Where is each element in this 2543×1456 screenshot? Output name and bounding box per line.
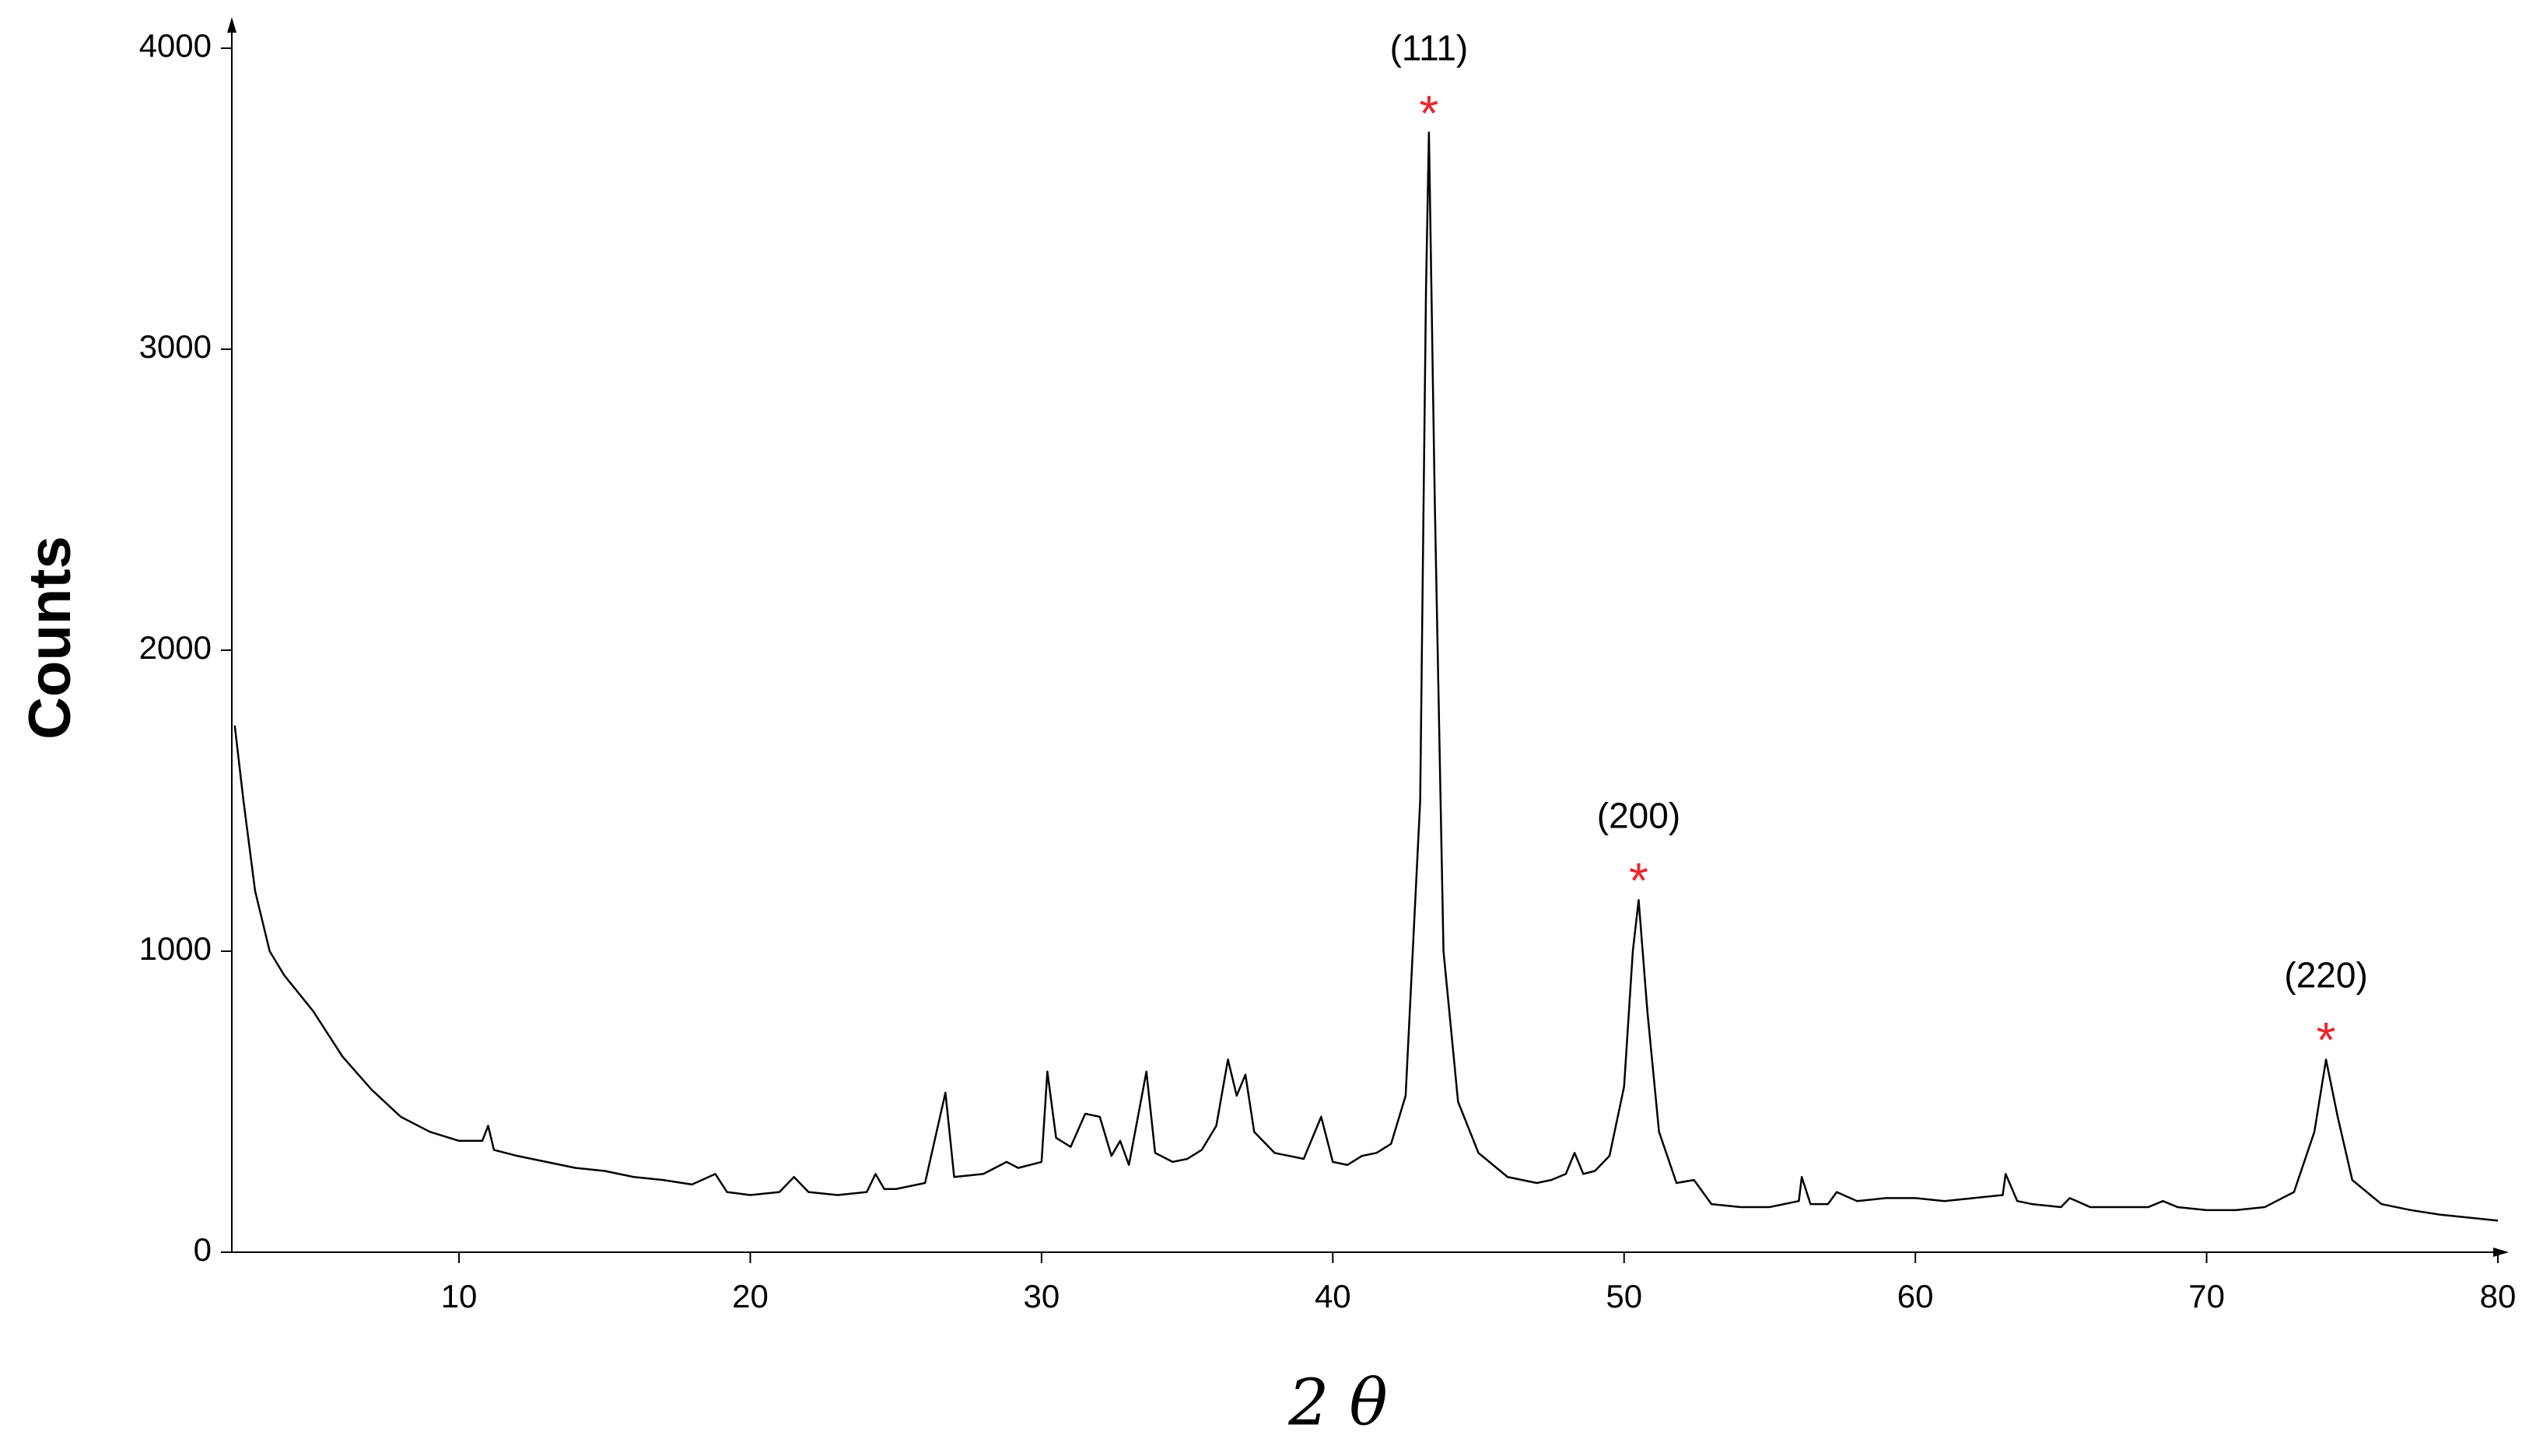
x-tick-label: 40	[1315, 1278, 1351, 1314]
x-tick-label: 10	[441, 1278, 478, 1314]
y-axis-title: Counts	[17, 536, 83, 740]
x-tick-label: 70	[2188, 1278, 2225, 1314]
x-axis-arrow	[2493, 1248, 2509, 1257]
x-tick-label: 50	[1606, 1278, 1642, 1314]
y-tick-label: 1000	[139, 930, 212, 967]
y-axis-arrow	[227, 17, 236, 33]
peak-marker: *	[2317, 1012, 2336, 1068]
x-tick-label: 20	[732, 1278, 769, 1314]
x-tick-label: 80	[2480, 1278, 2517, 1314]
x-tick-label: 30	[1024, 1278, 1060, 1314]
x-axis-title: 2 θ	[1287, 1367, 1388, 1440]
data-line	[233, 131, 2499, 1222]
peak-label: (200)	[1597, 795, 1680, 835]
peak-marker: *	[1419, 85, 1438, 141]
y-tick-label: 0	[194, 1231, 212, 1268]
y-tick-label: 2000	[139, 629, 212, 666]
y-tick-label: 3000	[139, 328, 212, 365]
peak-marker: *	[1629, 852, 1648, 908]
peak-label: (111)	[1390, 28, 1469, 68]
peak-label: (220)	[2284, 954, 2367, 995]
x-tick-label: 60	[1897, 1278, 1934, 1314]
y-tick-label: 4000	[139, 27, 212, 64]
